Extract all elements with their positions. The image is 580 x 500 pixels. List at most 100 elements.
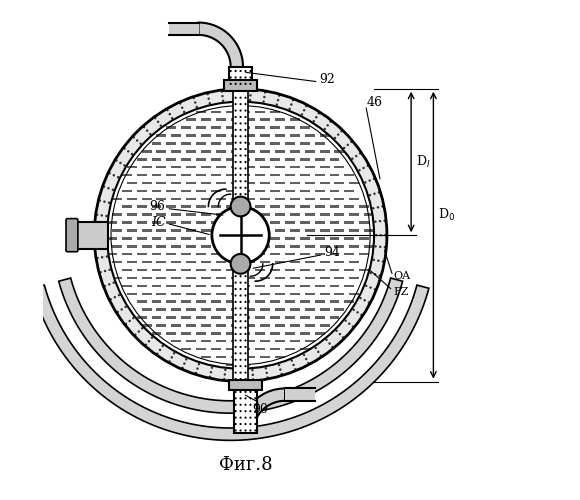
- Bar: [245, 182, 255, 184]
- Circle shape: [254, 423, 256, 425]
- Bar: [349, 292, 359, 295]
- Polygon shape: [198, 22, 243, 67]
- Bar: [305, 324, 315, 326]
- Circle shape: [368, 301, 370, 304]
- Circle shape: [95, 228, 97, 230]
- Circle shape: [182, 366, 184, 369]
- Circle shape: [238, 374, 240, 376]
- Bar: [260, 245, 270, 248]
- Bar: [201, 134, 211, 137]
- Circle shape: [211, 366, 213, 369]
- Bar: [226, 237, 235, 240]
- Bar: [226, 110, 235, 113]
- Circle shape: [314, 346, 317, 349]
- Circle shape: [240, 294, 242, 296]
- Circle shape: [315, 116, 317, 118]
- Bar: [329, 158, 339, 160]
- Circle shape: [240, 391, 242, 393]
- Bar: [290, 134, 300, 137]
- Circle shape: [375, 234, 377, 236]
- Circle shape: [234, 314, 237, 316]
- Bar: [226, 126, 235, 129]
- Circle shape: [359, 152, 361, 154]
- Circle shape: [112, 188, 114, 191]
- Bar: [260, 261, 270, 264]
- Circle shape: [208, 98, 210, 100]
- Circle shape: [124, 147, 126, 150]
- Bar: [349, 261, 359, 264]
- Bar: [122, 284, 132, 287]
- Bar: [315, 332, 325, 334]
- Bar: [305, 261, 315, 264]
- Bar: [300, 126, 310, 129]
- Bar: [270, 237, 280, 240]
- Circle shape: [234, 288, 237, 290]
- Bar: [345, 300, 354, 303]
- Bar: [241, 126, 251, 129]
- Circle shape: [249, 416, 252, 418]
- Circle shape: [240, 404, 242, 406]
- Circle shape: [254, 410, 256, 412]
- Bar: [142, 198, 151, 200]
- Circle shape: [350, 140, 353, 143]
- Bar: [142, 182, 151, 184]
- Circle shape: [96, 214, 99, 216]
- Circle shape: [280, 373, 283, 376]
- Circle shape: [240, 110, 242, 112]
- Circle shape: [240, 200, 242, 202]
- Bar: [166, 316, 176, 318]
- Circle shape: [356, 311, 359, 314]
- Circle shape: [254, 404, 256, 406]
- Bar: [181, 269, 191, 272]
- Bar: [201, 308, 211, 311]
- Bar: [231, 150, 241, 152]
- Circle shape: [234, 346, 237, 348]
- Bar: [186, 245, 196, 248]
- Circle shape: [249, 90, 252, 92]
- Bar: [315, 206, 325, 208]
- Bar: [151, 253, 161, 256]
- Circle shape: [244, 410, 246, 412]
- Circle shape: [117, 310, 119, 313]
- Bar: [300, 348, 310, 350]
- Polygon shape: [59, 278, 403, 413]
- Bar: [201, 182, 211, 184]
- Bar: [260, 198, 270, 200]
- Bar: [260, 214, 270, 216]
- Bar: [151, 174, 161, 176]
- Bar: [151, 237, 161, 240]
- Circle shape: [108, 202, 110, 204]
- Bar: [260, 134, 270, 137]
- Circle shape: [240, 416, 242, 418]
- Bar: [166, 206, 176, 208]
- Circle shape: [234, 378, 237, 380]
- Circle shape: [240, 116, 242, 118]
- Circle shape: [127, 150, 129, 152]
- Bar: [166, 253, 176, 256]
- Bar: [335, 308, 345, 311]
- Circle shape: [360, 314, 362, 316]
- Bar: [300, 284, 310, 287]
- Bar: [137, 300, 147, 303]
- Bar: [241, 174, 251, 176]
- Bar: [335, 166, 345, 168]
- Bar: [349, 198, 359, 200]
- Circle shape: [294, 368, 296, 370]
- Bar: [329, 237, 339, 240]
- Bar: [226, 222, 235, 224]
- Bar: [171, 324, 181, 326]
- Bar: [305, 166, 315, 168]
- Bar: [181, 348, 191, 350]
- Bar: [166, 190, 176, 192]
- Circle shape: [384, 246, 386, 248]
- Bar: [166, 174, 176, 176]
- Bar: [171, 166, 181, 168]
- Circle shape: [221, 95, 224, 98]
- Bar: [186, 166, 196, 168]
- Bar: [211, 158, 221, 160]
- Circle shape: [132, 136, 135, 138]
- Bar: [300, 190, 310, 192]
- Bar: [151, 284, 161, 287]
- Bar: [260, 356, 270, 358]
- Circle shape: [108, 268, 111, 271]
